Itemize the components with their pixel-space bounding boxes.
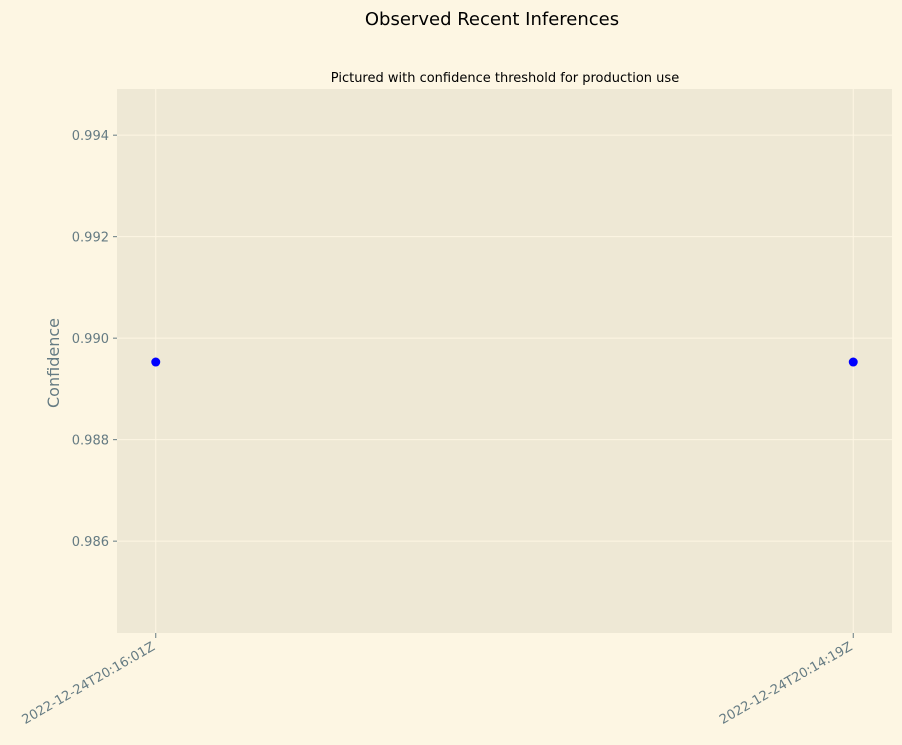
- y-tick-label: 0.986: [72, 535, 109, 550]
- y-axis-ticks: 0.986 0.988 0.990 0.992 0.994: [72, 129, 117, 550]
- y-tick-label: 0.988: [72, 434, 109, 449]
- y-tick-label: 0.992: [72, 231, 109, 246]
- data-point: [848, 357, 858, 367]
- y-tick-label: 0.994: [72, 129, 109, 144]
- y-gridlines: [117, 134, 892, 542]
- y-axis-label: Confidence: [44, 318, 63, 408]
- data-points: [151, 357, 858, 367]
- y-tick-label: 0.990: [72, 332, 109, 347]
- chart-subtitle: Pictured with confidence threshold for p…: [331, 71, 679, 86]
- chart-title: Observed Recent Inferences: [365, 9, 619, 30]
- data-point: [151, 357, 161, 367]
- x-tick-label: 2022-12-24T20:14:19Z: [717, 639, 855, 727]
- x-tick-label: 2022-12-24T20:16:01Z: [20, 639, 158, 727]
- x-axis-ticks: 2022-12-24T20:16:01Z 2022-12-24T20:14:19Z: [20, 633, 855, 728]
- plot-area: [117, 89, 892, 633]
